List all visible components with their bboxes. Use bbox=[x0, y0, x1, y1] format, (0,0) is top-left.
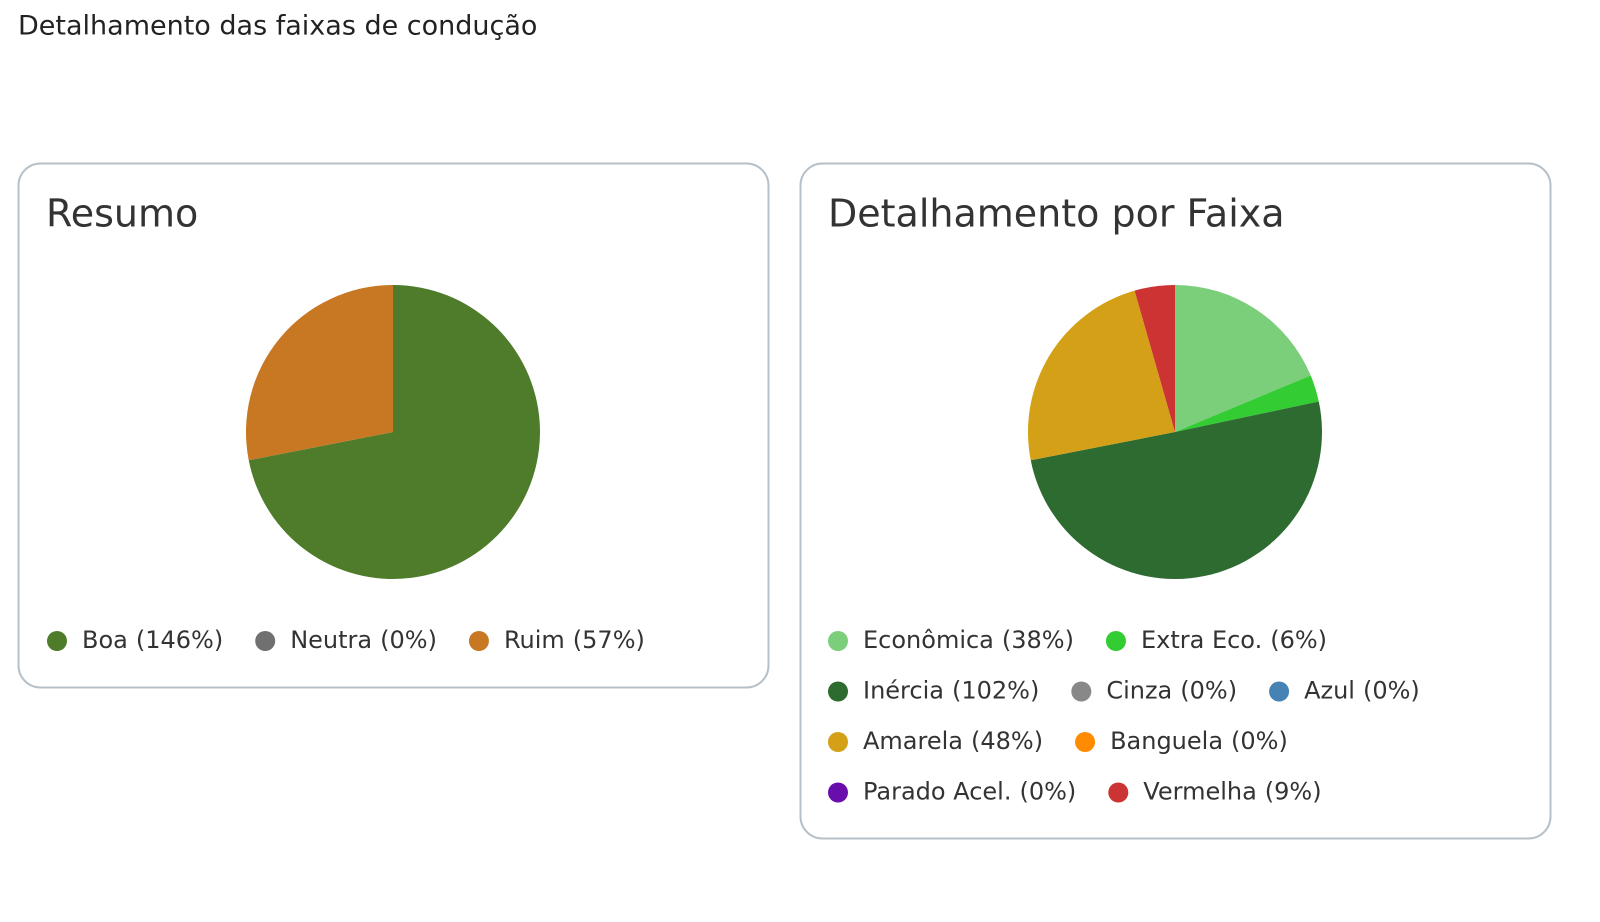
legend-value: (102%) bbox=[952, 677, 1039, 705]
legend-marker bbox=[1105, 631, 1126, 651]
legend-value: (146%) bbox=[136, 626, 223, 654]
pie-slice bbox=[1028, 290, 1175, 461]
legend-value: (0%) bbox=[1180, 677, 1237, 705]
legend-label: Azul bbox=[1304, 677, 1355, 705]
card-title: Resumo bbox=[46, 192, 198, 236]
legend-label: Banguela bbox=[1110, 727, 1223, 755]
pie-slice bbox=[1175, 375, 1319, 432]
legend-marker bbox=[255, 631, 276, 651]
legend-value: (6%) bbox=[1270, 626, 1327, 654]
legend-value: (48%) bbox=[971, 727, 1043, 755]
legend-marker bbox=[468, 631, 489, 651]
legend-value: (0%) bbox=[1019, 778, 1076, 806]
pie-slice bbox=[1175, 285, 1311, 432]
legend-value: (0%) bbox=[1363, 677, 1420, 705]
legend-value: (38%) bbox=[1002, 626, 1074, 654]
legend-label: Extra Eco. bbox=[1141, 626, 1262, 654]
legend-value: (9%) bbox=[1265, 778, 1322, 806]
legend-label: Econômica bbox=[863, 626, 994, 654]
legend-marker bbox=[828, 681, 848, 702]
pie-slice bbox=[1134, 285, 1175, 432]
legend-label: Parado Acel. bbox=[863, 778, 1011, 806]
page-title: Detalhamento das faixas de condução bbox=[18, 11, 537, 42]
legend-label: Vermelha bbox=[1143, 778, 1257, 806]
legend-value: (57%) bbox=[573, 626, 645, 654]
legend-marker bbox=[1075, 732, 1096, 752]
legend-label: Cinza bbox=[1106, 677, 1172, 705]
card-title: Detalhamento por Faixa bbox=[828, 192, 1285, 236]
legend-label: Ruim bbox=[504, 626, 565, 654]
legend-label: Boa bbox=[82, 626, 128, 654]
legend-value: (0%) bbox=[1231, 727, 1288, 755]
legend-marker bbox=[828, 732, 848, 752]
legend-label: Neutra bbox=[290, 626, 372, 654]
legend-marker bbox=[47, 631, 67, 651]
legend-marker bbox=[1108, 782, 1129, 803]
legend-marker bbox=[828, 782, 848, 803]
legend-label: Inércia bbox=[863, 677, 944, 705]
legend-marker bbox=[1071, 681, 1092, 702]
pie-slice bbox=[1030, 401, 1323, 580]
legend-marker bbox=[828, 631, 848, 651]
legend-value: (0%) bbox=[380, 626, 437, 654]
legend-marker bbox=[1269, 681, 1290, 702]
legend-label: Amarela bbox=[863, 727, 963, 755]
pie-slice bbox=[248, 285, 541, 579]
pie-slice bbox=[246, 285, 393, 461]
